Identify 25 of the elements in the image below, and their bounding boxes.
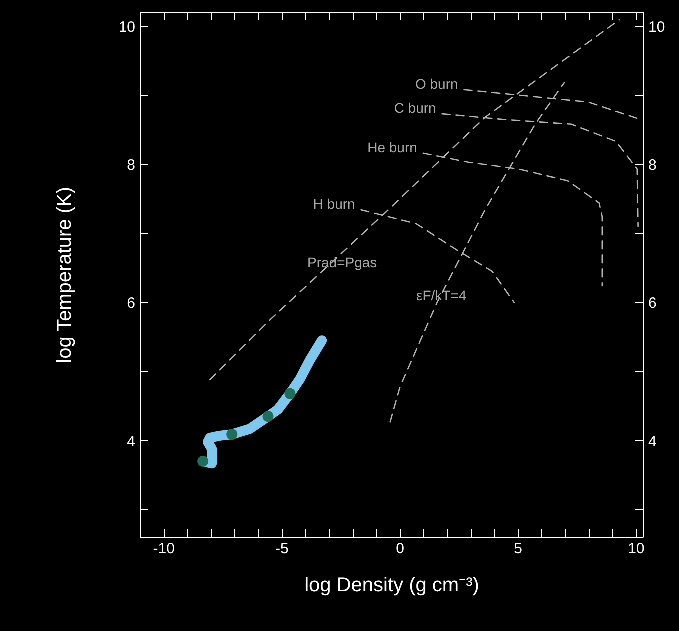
y-tick-label: 6: [127, 295, 136, 312]
y-tick-label: 4: [127, 433, 136, 450]
x-tick-label: 10: [628, 540, 645, 558]
y2-tick-label: 6: [648, 295, 657, 312]
annotation: εF/kT=4: [416, 288, 467, 304]
x-tick-label: -10: [153, 540, 175, 558]
point: [284, 388, 296, 400]
series-label: C burn: [394, 100, 436, 116]
x-tick-label: -5: [276, 540, 289, 558]
y-tick-label: 10: [118, 18, 136, 36]
point: [226, 429, 238, 440]
series-label: H burn: [313, 196, 356, 212]
point: [262, 411, 274, 422]
y-axis-title: log Temperature (K): [54, 186, 76, 364]
x-axis-title: log Density (g cm⁻³): [304, 574, 480, 596]
x-tick-label: 5: [514, 540, 523, 558]
point: [198, 456, 209, 468]
x-tick-label: 0: [396, 540, 404, 558]
series-label: He burn: [368, 139, 418, 156]
y2-tick-label: 10: [648, 18, 666, 36]
series-label: O burn: [415, 76, 458, 92]
annotation: Prad=Pgas: [308, 254, 378, 270]
y-tick-label: 8: [127, 156, 136, 174]
y2-tick-label: 8: [648, 156, 657, 174]
y2-tick-label: 4: [648, 433, 657, 450]
